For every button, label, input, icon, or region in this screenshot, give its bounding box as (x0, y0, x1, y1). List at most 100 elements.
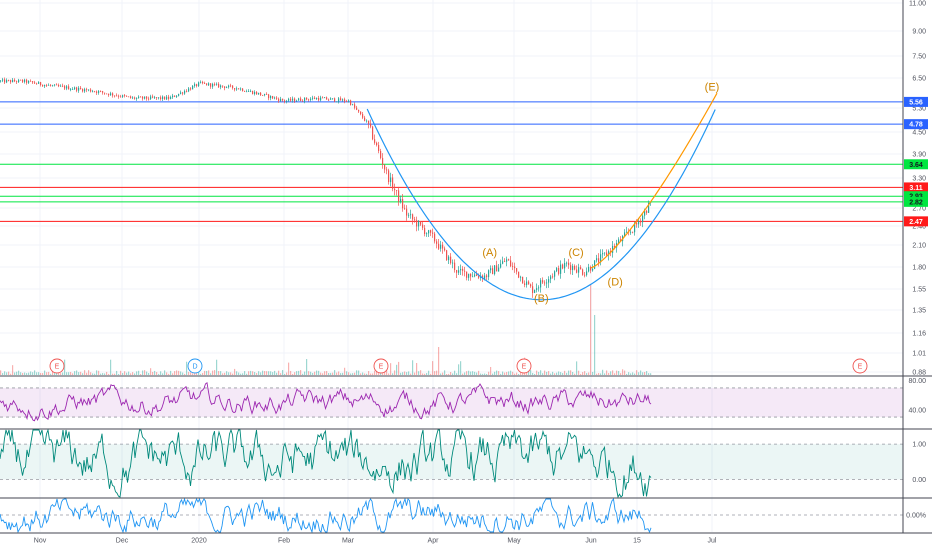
candle-body[interactable] (608, 250, 610, 256)
candle-body[interactable] (408, 214, 410, 216)
candle-body[interactable] (302, 100, 304, 102)
candle-body[interactable] (454, 262, 456, 271)
candle-body[interactable] (212, 84, 214, 87)
event-marker[interactable] (516, 358, 532, 374)
candle-body[interactable] (428, 230, 430, 234)
candle-body[interactable] (464, 270, 466, 272)
candle-body[interactable] (606, 252, 608, 256)
candle-body[interactable] (170, 97, 172, 99)
candle-body[interactable] (54, 84, 56, 86)
candle-body[interactable] (12, 79, 14, 83)
candle-body[interactable] (478, 275, 480, 278)
candle-body[interactable] (568, 262, 570, 266)
candle-body[interactable] (410, 214, 412, 216)
candle-body[interactable] (130, 96, 132, 98)
candle-body[interactable] (172, 95, 174, 98)
level-badge[interactable] (904, 182, 928, 193)
candle-body[interactable] (332, 98, 334, 100)
candle-body[interactable] (216, 83, 218, 85)
candle-body[interactable] (534, 289, 536, 293)
candle-body[interactable] (160, 97, 162, 100)
candle-body[interactable] (528, 281, 530, 285)
candle-body[interactable] (512, 266, 514, 267)
candle-body[interactable] (288, 98, 290, 101)
candle-body[interactable] (294, 98, 296, 102)
candle-body[interactable] (314, 97, 316, 99)
candle-body[interactable] (196, 84, 198, 86)
candle-body[interactable] (446, 250, 448, 261)
candle-body[interactable] (238, 88, 240, 90)
candle-body[interactable] (264, 93, 266, 96)
candle-body[interactable] (484, 275, 486, 279)
level-badge[interactable] (904, 159, 928, 170)
event-marker[interactable] (373, 358, 389, 374)
candle-body[interactable] (56, 84, 58, 86)
candle-body[interactable] (536, 288, 538, 290)
candle-body[interactable] (296, 100, 298, 102)
candle-body[interactable] (348, 100, 350, 102)
candle-body[interactable] (142, 96, 144, 99)
candle-body[interactable] (570, 265, 572, 271)
candle-body[interactable] (422, 224, 424, 228)
candle-body[interactable] (472, 276, 474, 278)
candle-body[interactable] (560, 264, 562, 274)
candle-body[interactable] (20, 79, 22, 81)
candle-body[interactable] (234, 88, 236, 90)
candle-body[interactable] (254, 92, 256, 95)
candle-body[interactable] (286, 100, 288, 102)
candle-body[interactable] (22, 80, 24, 82)
candle-body[interactable] (540, 280, 542, 288)
candle-body[interactable] (64, 86, 66, 89)
candle-body[interactable] (442, 244, 444, 249)
candle-body[interactable] (384, 164, 386, 170)
candle-body[interactable] (310, 98, 312, 100)
candle-body[interactable] (284, 100, 286, 102)
candle-body[interactable] (554, 271, 556, 277)
candle-body[interactable] (132, 97, 134, 99)
event-marker[interactable] (49, 358, 65, 374)
candle-body[interactable] (4, 79, 6, 83)
candle-body[interactable] (82, 88, 84, 92)
candle-body[interactable] (430, 230, 432, 233)
candle-body[interactable] (486, 275, 488, 278)
candle-body[interactable] (458, 270, 460, 273)
candle-body[interactable] (336, 101, 338, 103)
candle-body[interactable] (140, 96, 142, 98)
candle-body[interactable] (68, 86, 70, 90)
candle-body[interactable] (260, 92, 262, 96)
candle-body[interactable] (96, 91, 98, 93)
candle-body[interactable] (268, 94, 270, 99)
candle-body[interactable] (520, 276, 522, 278)
candle-body[interactable] (642, 215, 644, 223)
candle-body[interactable] (252, 90, 254, 95)
candle-body[interactable] (334, 98, 336, 102)
candle-body[interactable] (114, 95, 116, 97)
candle-body[interactable] (548, 279, 550, 283)
candle-body[interactable] (542, 280, 544, 283)
candle-body[interactable] (340, 98, 342, 101)
candle-body[interactable] (578, 267, 580, 273)
candle-body[interactable] (48, 84, 50, 86)
candle-body[interactable] (168, 96, 170, 99)
candle-body[interactable] (450, 256, 452, 264)
candle-body[interactable] (186, 90, 188, 92)
candle-body[interactable] (460, 268, 462, 271)
candle-body[interactable] (178, 93, 180, 96)
candle-body[interactable] (306, 97, 308, 100)
wave-annotations[interactable]: (A) (B) (C) (D) (E) (482, 82, 719, 305)
candle-body[interactable] (324, 97, 326, 99)
candle-body[interactable] (128, 96, 130, 98)
candle-body[interactable] (506, 259, 508, 262)
candle-body[interactable] (256, 92, 258, 95)
candle-body[interactable] (326, 97, 328, 100)
candle-body[interactable] (0, 80, 2, 82)
candle-body[interactable] (372, 126, 374, 140)
candle-body[interactable] (206, 83, 208, 86)
candle-body[interactable] (176, 95, 178, 97)
candle-body[interactable] (146, 96, 148, 99)
candle-body[interactable] (180, 92, 182, 94)
candle-body[interactable] (364, 117, 366, 121)
candle-body[interactable] (432, 232, 434, 234)
